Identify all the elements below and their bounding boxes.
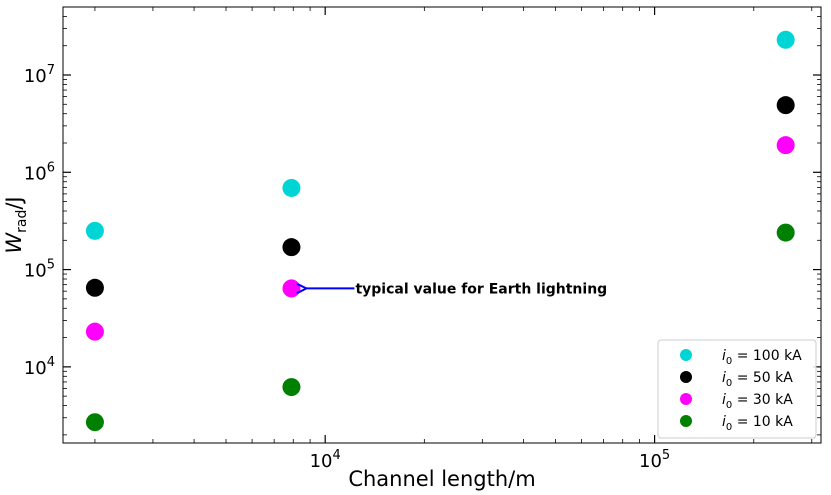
y-axis-label: Wrad/J bbox=[2, 196, 30, 253]
x-tick-exponent: 4 bbox=[332, 448, 340, 463]
data-point-series-3 bbox=[282, 378, 301, 397]
legend-sub: 0 bbox=[726, 422, 732, 433]
data-point-series-0 bbox=[282, 178, 301, 197]
legend-rest: = 30 kA bbox=[732, 392, 793, 408]
legend-marker bbox=[680, 393, 692, 405]
legend-rest: = 10 kA bbox=[732, 414, 793, 430]
y-tick-label: 107 bbox=[24, 63, 55, 87]
x-tick-mantissa: 10 bbox=[310, 451, 333, 472]
data-point-series-2 bbox=[282, 279, 301, 298]
y-tick-mantissa: 10 bbox=[24, 163, 47, 184]
legend-rest: = 50 kA bbox=[732, 370, 793, 386]
legend-entry: i0 = 30 kA bbox=[722, 392, 793, 411]
x-tick-exponent: 5 bbox=[662, 448, 670, 463]
annotation-text: typical value for Earth lightning bbox=[355, 281, 607, 297]
legend-sub: 0 bbox=[726, 378, 732, 389]
y-tick-label: 106 bbox=[24, 160, 55, 184]
data-point-series-0 bbox=[776, 30, 795, 49]
annotation: typical value for Earth lightning bbox=[305, 281, 607, 297]
legend-var: i bbox=[722, 392, 726, 408]
legend-sub: 0 bbox=[726, 400, 732, 411]
data-point-series-1 bbox=[85, 278, 104, 297]
legend-marker bbox=[680, 371, 692, 383]
y-tick-mantissa: 10 bbox=[24, 358, 47, 379]
x-tick-label: 104 bbox=[310, 448, 341, 472]
legend-marker bbox=[680, 349, 692, 361]
data-point-series-1 bbox=[776, 96, 795, 115]
legend-box bbox=[657, 339, 817, 439]
legend-var: i bbox=[722, 414, 726, 430]
y-tick-label: 104 bbox=[24, 355, 55, 379]
x-axis-label: Channel length/m bbox=[348, 467, 535, 491]
y-axis-label-sub: rad bbox=[14, 210, 30, 233]
data-point-series-2 bbox=[776, 136, 795, 155]
legend-marker bbox=[680, 415, 692, 427]
legend-entry: i0 = 100 kA bbox=[722, 348, 802, 367]
legend-entry: i0 = 50 kA bbox=[722, 370, 793, 389]
y-axis-label-main: W bbox=[2, 232, 26, 254]
x-tick-label: 105 bbox=[639, 448, 670, 472]
data-point-series-2 bbox=[85, 322, 104, 341]
major-ticks bbox=[63, 7, 821, 443]
data-point-series-0 bbox=[85, 221, 104, 240]
data-point-series-3 bbox=[85, 413, 104, 432]
y-tick-label: 105 bbox=[24, 258, 55, 282]
y-tick-exponent: 6 bbox=[47, 160, 55, 175]
data-point-series-3 bbox=[776, 223, 795, 242]
y-tick-exponent: 4 bbox=[47, 355, 55, 370]
legend-sub: 0 bbox=[726, 356, 732, 367]
legend-rest: = 100 kA bbox=[732, 348, 802, 364]
y-tick-exponent: 7 bbox=[47, 63, 55, 78]
y-tick-exponent: 5 bbox=[47, 258, 55, 273]
y-axis-label-rest: /J bbox=[2, 196, 26, 209]
legend-var: i bbox=[722, 348, 726, 364]
data-points bbox=[85, 30, 795, 432]
plot-area bbox=[62, 6, 822, 444]
legend-var: i bbox=[722, 370, 726, 386]
legend-entry: i0 = 10 kA bbox=[722, 414, 793, 433]
data-point-series-1 bbox=[282, 238, 301, 257]
y-tick-mantissa: 10 bbox=[24, 261, 47, 282]
y-tick-mantissa: 10 bbox=[24, 66, 47, 87]
x-tick-mantissa: 10 bbox=[639, 451, 662, 472]
minor-ticks bbox=[63, 7, 821, 443]
